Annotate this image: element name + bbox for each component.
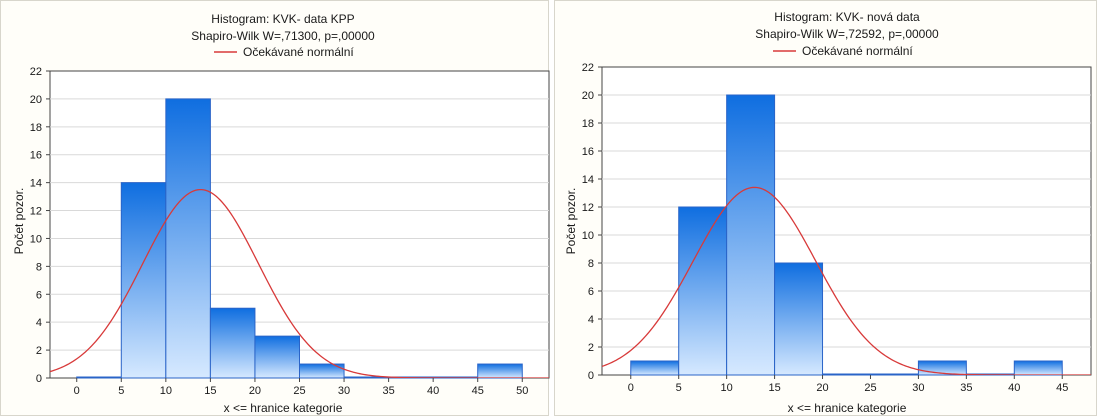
x-tick-label: 0 (628, 382, 634, 394)
y-tick-label: 6 (588, 286, 594, 298)
y-tick-label: 10 (30, 233, 42, 245)
normal-curve (50, 188, 549, 378)
chart-subtitle: Shapiro-Wilk W=,72592, p=,00000 (755, 27, 939, 41)
histogram-bar (774, 262, 824, 376)
x-tick-label: 45 (472, 385, 484, 397)
legend-label: Očekávané normální (243, 45, 354, 59)
x-tick-label: 40 (427, 385, 439, 397)
y-tick-label: 20 (30, 94, 42, 106)
plot-area: 0 2 4 6 8 10 12 14 16 18 20 22 0 5 10 15 20 25 30 35 40 45 50 (30, 66, 550, 397)
plot-area: 0 2 4 6 8 10 12 14 16 18 20 22 0 5 10 15 20 25 30 35 40 45 (582, 62, 1092, 394)
histogram-bar (165, 98, 211, 379)
x-tick-label: 50 (516, 385, 528, 397)
x-tick-label: 15 (768, 382, 780, 394)
histogram-bar (209, 307, 256, 379)
y-tick-label: 0 (588, 370, 594, 382)
y-tick-label: 10 (582, 230, 594, 242)
x-tick-label: 20 (816, 382, 828, 394)
x-tick-label: 35 (960, 382, 972, 394)
x-tick-label: 30 (912, 382, 924, 394)
plot-frame (601, 66, 1092, 376)
x-tick-label: 30 (338, 385, 350, 397)
y-axis-label: Počet pozor. (564, 188, 578, 255)
chart-subtitle: Shapiro-Wilk W=,71300, p=,00000 (191, 29, 375, 43)
y-tick-label: 22 (30, 66, 42, 78)
y-tick-label: 14 (582, 174, 594, 186)
histogram-bar (299, 363, 345, 379)
x-axis-label: x <= hranice kategorie (788, 401, 907, 415)
x-tick-label: 20 (249, 385, 261, 397)
y-tick-label: 8 (36, 261, 42, 273)
x-tick-label: 40 (1008, 382, 1020, 394)
y-tick-label: 8 (588, 258, 594, 270)
histogram-chart-nova: Histogram: KVK- nová data Shapiro-Wilk W… (564, 10, 1092, 415)
x-tick-label: 5 (118, 385, 124, 397)
legend-label: Očekávané normální (802, 44, 913, 58)
histogram-bar (1013, 360, 1063, 376)
x-tick-label: 45 (1056, 382, 1068, 394)
y-tick-label: 4 (588, 314, 594, 326)
x-tick-label: 25 (293, 385, 305, 397)
histogram-bar (869, 373, 919, 376)
y-tick-label: 12 (30, 206, 42, 218)
chart-title: Histogram: KVK- nová data (774, 10, 920, 24)
x-tick-label: 5 (676, 382, 682, 394)
y-tick-label: 16 (582, 146, 594, 158)
histogram-bar (630, 360, 680, 376)
x-tick-label: 0 (74, 385, 80, 397)
y-tick-label: 4 (36, 317, 42, 329)
y-tick-label: 2 (588, 342, 594, 354)
y-tick-label: 16 (30, 150, 42, 162)
x-tick-label: 10 (721, 382, 733, 394)
x-tick-label: 25 (864, 382, 876, 394)
normal-curve (602, 186, 1091, 375)
y-tick-label: 18 (582, 118, 594, 130)
histogram-panel-kpp: Histogram: KVK- data KPP Shapiro-Wilk W=… (0, 0, 550, 416)
x-tick-label: 35 (382, 385, 394, 397)
chart-title: Histogram: KVK- data KPP (211, 12, 354, 26)
histogram-bar (822, 373, 871, 376)
histogram-bar (120, 182, 167, 379)
y-tick-label: 18 (30, 122, 42, 134)
y-tick-label: 20 (582, 90, 594, 102)
histogram-bar (678, 206, 728, 376)
histogram-chart-kpp: Histogram: KVK- data KPP Shapiro-Wilk W=… (12, 12, 550, 415)
y-tick-label: 2 (36, 345, 42, 357)
histogram-bar (726, 94, 776, 376)
x-axis-label: x <= hranice kategorie (224, 401, 343, 415)
x-tick-label: 10 (160, 385, 172, 397)
y-tick-label: 22 (582, 62, 594, 74)
y-tick-label: 12 (582, 202, 594, 214)
histogram-bar (254, 335, 300, 379)
y-tick-label: 14 (30, 178, 42, 190)
histogram-panel-nova: Histogram: KVK- nová data Shapiro-Wilk W… (554, 0, 1097, 416)
y-axis-label: Počet pozor. (12, 188, 26, 255)
y-tick-label: 0 (36, 373, 42, 385)
histogram-bar (76, 376, 122, 379)
y-tick-label: 6 (36, 289, 42, 301)
x-tick-label: 15 (204, 385, 216, 397)
histogram-bar (477, 363, 523, 379)
